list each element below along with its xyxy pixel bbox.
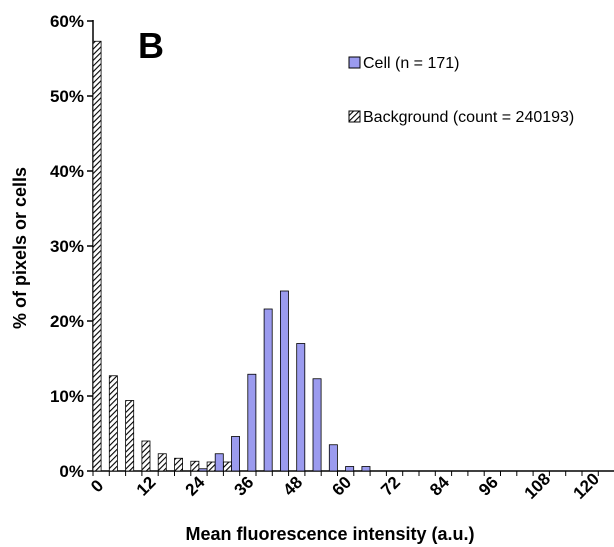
bar-cell (231, 436, 241, 472)
bar-cell (312, 378, 322, 472)
y-tick-label: 40% (50, 162, 84, 181)
bar-cell (247, 373, 257, 472)
bar-cell (198, 468, 208, 472)
panel-label: B (138, 25, 164, 66)
y-tick-label: 0% (59, 462, 84, 481)
bar-background (92, 40, 102, 472)
x-tick-label: 24 (182, 472, 209, 499)
bar-background (206, 461, 216, 472)
y-tick-label: 30% (50, 237, 84, 256)
legend-swatch-cell (348, 56, 361, 69)
x-tick-label: 96 (475, 473, 502, 500)
legend: Cell (n = 171) Background (count = 24019… (348, 55, 574, 126)
y-axis-ticks: 0% 10% 20% 30% 40% 50% 60% (50, 12, 93, 481)
x-tick-label: 48 (279, 473, 306, 500)
x-tick-label: 0 (87, 476, 107, 496)
bar-background (157, 453, 167, 472)
bar-cell (296, 343, 306, 472)
y-axis-title: % of pixels or cells (10, 167, 30, 329)
bar-background (174, 457, 184, 472)
bar-background (108, 375, 118, 472)
bar-cell (345, 466, 355, 472)
y-tick-label: 10% (50, 387, 84, 406)
x-tick-label: 12 (133, 473, 160, 500)
legend-swatch-background (348, 110, 361, 123)
x-axis-ticks: 0 12 24 36 48 60 72 84 96 108 120 (87, 469, 603, 502)
bar-cell (263, 308, 273, 472)
bar-background (125, 400, 135, 472)
bar-cell (361, 466, 371, 472)
bar-cell (328, 444, 338, 472)
y-tick-label: 20% (50, 312, 84, 331)
x-axis-title: Mean fluorescence intensity (a.u.) (185, 524, 474, 544)
x-tick-label: 36 (231, 473, 258, 500)
bar-background (222, 461, 232, 472)
legend-label-background: Background (count = 240193) (363, 109, 574, 126)
bars (92, 40, 371, 472)
x-tick-label: 60 (328, 473, 355, 500)
bar-cell (279, 290, 289, 472)
bar-background (141, 440, 151, 472)
legend-label-cell: Cell (n = 171) (363, 55, 460, 72)
y-tick-label: 60% (50, 12, 84, 31)
bar-cell (214, 453, 224, 472)
x-tick-label: 84 (426, 472, 453, 499)
y-tick-label: 50% (50, 87, 84, 106)
bar-background (190, 460, 200, 472)
x-tick-label: 72 (377, 473, 404, 500)
